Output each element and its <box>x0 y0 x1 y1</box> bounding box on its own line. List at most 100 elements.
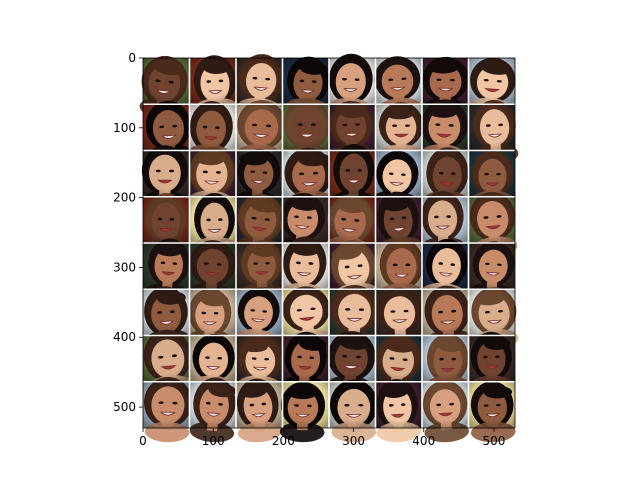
face-tile <box>280 236 329 304</box>
tile-vignette <box>189 381 236 428</box>
x-tick-label: 200 <box>272 434 295 448</box>
tile-vignette <box>143 335 190 382</box>
tile-vignette <box>236 335 283 382</box>
tile-vignette <box>143 289 190 336</box>
face-tile <box>374 56 422 119</box>
face-tile <box>420 99 469 165</box>
tile-vignette <box>422 289 469 336</box>
face-tile <box>143 286 190 350</box>
x-tick-label: 500 <box>482 434 505 448</box>
tile-vignette <box>189 150 236 197</box>
tile-vignette <box>468 104 515 151</box>
tile-vignette <box>189 58 236 105</box>
face-tile <box>187 288 236 350</box>
face-tile <box>236 378 283 443</box>
face-tile <box>329 379 378 443</box>
tile-vignette <box>468 150 515 197</box>
x-tick-label: 0 <box>139 434 147 448</box>
tile-vignette <box>143 58 190 105</box>
tile-vignette <box>329 58 376 105</box>
tile-vignette <box>282 335 329 382</box>
tile-vignette <box>329 196 376 243</box>
tile-vignette <box>329 335 376 382</box>
face-tile <box>188 240 236 304</box>
tile-vignette <box>143 196 190 243</box>
tile-vignette <box>375 104 422 151</box>
tile-vignette <box>422 104 469 151</box>
tile-vignette <box>282 289 329 336</box>
face-tile <box>189 192 238 258</box>
tile-vignette <box>236 58 283 105</box>
face-tile <box>375 238 424 304</box>
tile-vignette <box>329 289 376 336</box>
face-tile <box>143 193 190 258</box>
tile-vignette <box>468 243 515 290</box>
tile-vignette <box>282 196 329 243</box>
tile-vignette <box>329 381 376 428</box>
tile-vignette <box>375 335 422 382</box>
face-tile <box>375 287 423 350</box>
tile-vignette <box>422 58 469 105</box>
tile-vignette <box>375 289 422 336</box>
tile-vignette <box>329 104 376 151</box>
tile-vignette <box>282 243 329 290</box>
face-tile <box>236 335 283 396</box>
tile-vignette <box>468 58 515 105</box>
x-tick-label: 100 <box>202 434 225 448</box>
tile-vignette <box>236 150 283 197</box>
tile-vignette <box>375 196 422 243</box>
tile-vignette <box>422 243 469 290</box>
x-tick-label: 400 <box>412 434 435 448</box>
tile-vignette <box>468 335 515 382</box>
face-tile <box>141 145 190 211</box>
face-tile <box>468 381 516 443</box>
axes: 0 100 200 300 400 500 0 100 200 300 400 500 <box>113 51 519 448</box>
tile-vignette <box>375 381 422 428</box>
face-tile <box>189 333 236 396</box>
tile-vignette <box>189 243 236 290</box>
face-tile <box>143 377 193 443</box>
tile-vignette <box>375 150 422 197</box>
tile-vignette <box>282 104 329 151</box>
x-axis: 0 100 200 300 400 500 <box>139 428 505 448</box>
tile-vignette <box>236 243 283 290</box>
tile-vignette <box>189 335 236 382</box>
tile-vignette <box>143 381 190 428</box>
tile-vignette <box>282 381 329 428</box>
face-tile <box>282 56 330 119</box>
tile-vignette <box>329 150 376 197</box>
tile-vignette <box>468 289 515 336</box>
y-tick-label: 400 <box>113 330 136 344</box>
y-tick-label: 100 <box>113 121 136 135</box>
tile-vignette <box>189 289 236 336</box>
tile-vignette <box>329 243 376 290</box>
x-tick-label: 300 <box>342 434 365 448</box>
tile-vignette <box>422 150 469 197</box>
tile-vignette <box>236 289 283 336</box>
face-tile <box>281 331 329 396</box>
face-tile <box>282 147 333 211</box>
tile-vignette <box>468 381 515 428</box>
y-axis: 0 100 200 300 400 500 <box>113 51 143 414</box>
tile-vignette <box>375 58 422 105</box>
y-tick-label: 200 <box>113 191 136 205</box>
tile-vignette <box>236 381 283 428</box>
face-tile <box>233 287 283 350</box>
tile-vignette <box>143 243 190 290</box>
tile-vignette <box>236 104 283 151</box>
tile-vignette <box>422 381 469 428</box>
tile-vignette <box>236 196 283 243</box>
face-tile <box>422 147 469 211</box>
tile-vignette <box>422 335 469 382</box>
y-tick-label: 500 <box>113 400 136 414</box>
face-tile <box>139 55 190 119</box>
tile-vignette <box>282 58 329 105</box>
tile-vignette <box>422 196 469 243</box>
tile-vignette <box>282 150 329 197</box>
y-tick-label: 300 <box>113 260 136 274</box>
y-tick-label: 0 <box>128 51 136 65</box>
face-tile <box>375 378 422 443</box>
tile-vignette <box>143 104 190 151</box>
axes-frame <box>142 57 516 429</box>
